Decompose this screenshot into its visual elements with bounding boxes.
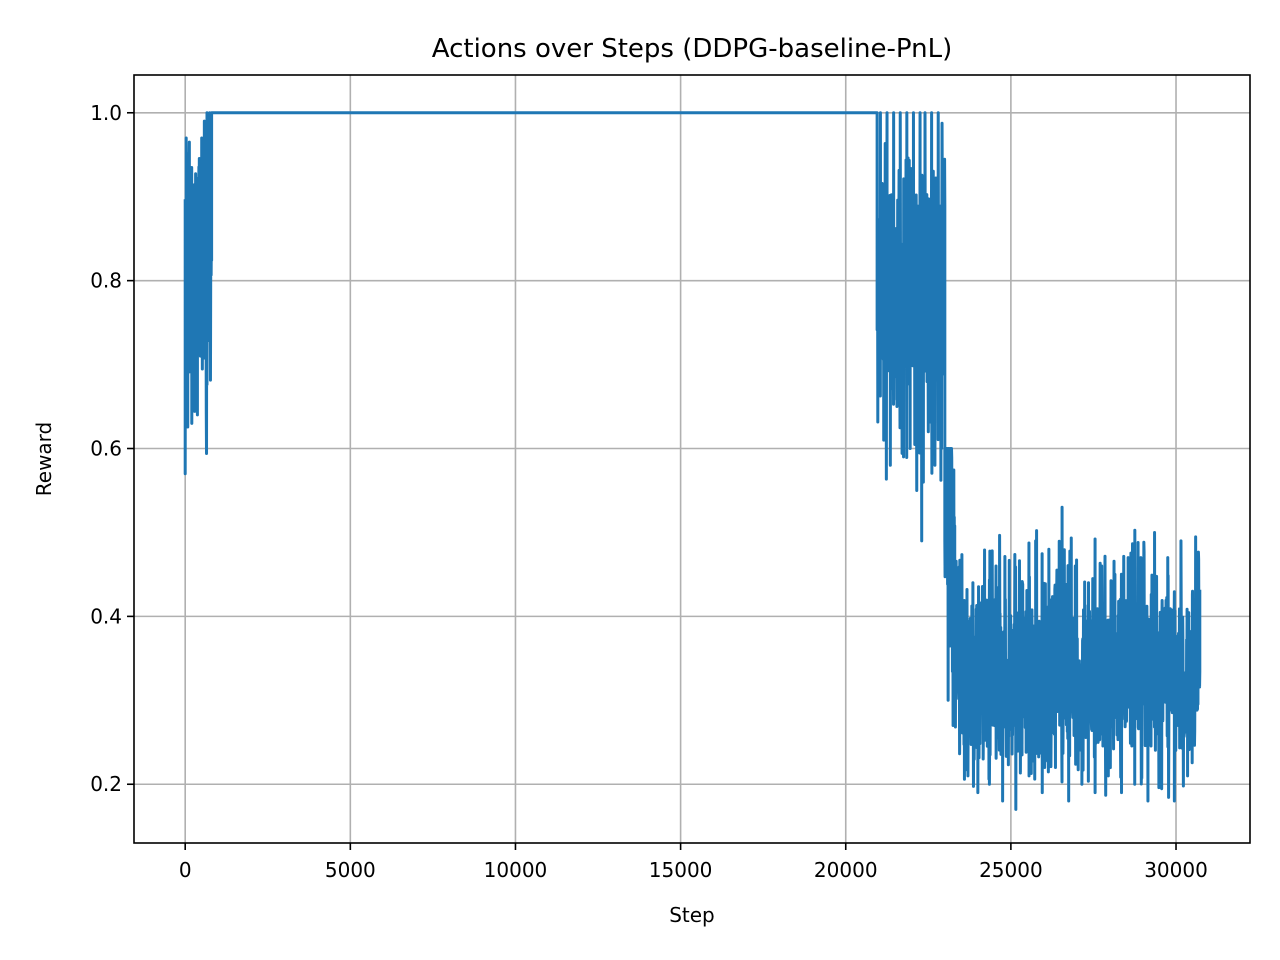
y-tick-label: 0.2 bbox=[90, 772, 122, 796]
x-tick-label: 15000 bbox=[649, 858, 713, 882]
y-tick-label: 1.0 bbox=[90, 101, 122, 125]
x-axis: 0 5000 10000 15000 20000 25000 30000 bbox=[179, 843, 1208, 882]
x-tick-label: 25000 bbox=[979, 858, 1043, 882]
x-tick-label: 0 bbox=[179, 858, 192, 882]
axes-frame bbox=[133, 74, 1251, 844]
chart-title: Actions over Steps (DDPG-baseline-PnL) bbox=[432, 34, 953, 64]
y-tick-label: 0.6 bbox=[90, 437, 122, 461]
x-tick-label: 30000 bbox=[1144, 858, 1208, 882]
series-layer bbox=[183, 111, 1202, 811]
x-tick-label: 5000 bbox=[325, 858, 376, 882]
x-axis-label: Step bbox=[669, 903, 715, 927]
x-tick-label: 20000 bbox=[814, 858, 878, 882]
reward-series-line bbox=[183, 111, 1202, 811]
y-tick-label: 0.4 bbox=[90, 604, 122, 628]
y-axis: 0.2 0.4 0.6 0.8 1.0 bbox=[90, 101, 134, 796]
x-tick-label: 10000 bbox=[484, 858, 548, 882]
y-tick-label: 0.8 bbox=[90, 269, 122, 293]
y-axis-label: Reward bbox=[32, 422, 56, 496]
